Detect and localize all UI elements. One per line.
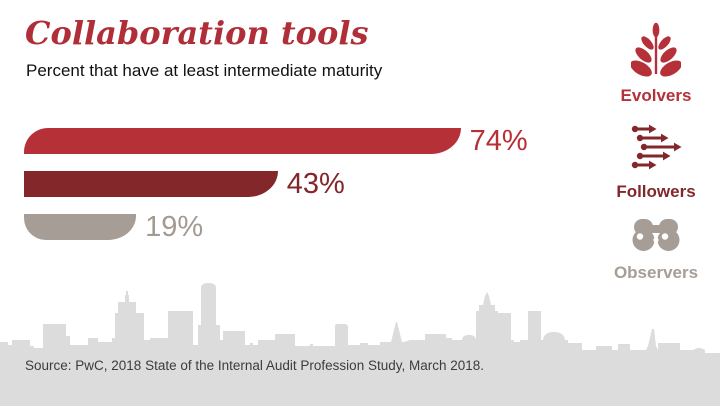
bar-row-observers: 19% (24, 211, 528, 243)
bar-value-label: 43% (286, 168, 345, 200)
bar-value-label: 19% (145, 211, 204, 243)
arrows-icon (627, 124, 685, 174)
bar-row-evolvers: 74% (24, 125, 528, 157)
legend-label-observers: Observers (613, 263, 699, 282)
page-title: Collaboration tools (25, 14, 369, 52)
city-skyline-silhouette (0, 283, 720, 406)
source-attribution: Source: PwC, 2018 State of the Internal … (25, 358, 485, 373)
bar-row-followers: 43% (24, 168, 528, 200)
bar-observers (24, 214, 137, 240)
plant-icon (630, 22, 682, 82)
bar-chart: 74% 43% 19% (24, 125, 528, 257)
legend-item-observers: Observers (596, 213, 716, 283)
bar-value-label: 74% (469, 125, 528, 157)
legend-item-followers: Followers (596, 124, 716, 202)
bar-evolvers (24, 128, 461, 154)
legend-label-followers: Followers (616, 182, 696, 201)
legend-item-evolvers: Evolvers (596, 22, 716, 106)
chart-subtitle: Percent that have at least intermediate … (26, 61, 383, 80)
bar-followers (24, 171, 278, 197)
legend-label-evolvers: Evolvers (620, 86, 692, 105)
binoculars-icon (630, 219, 682, 257)
